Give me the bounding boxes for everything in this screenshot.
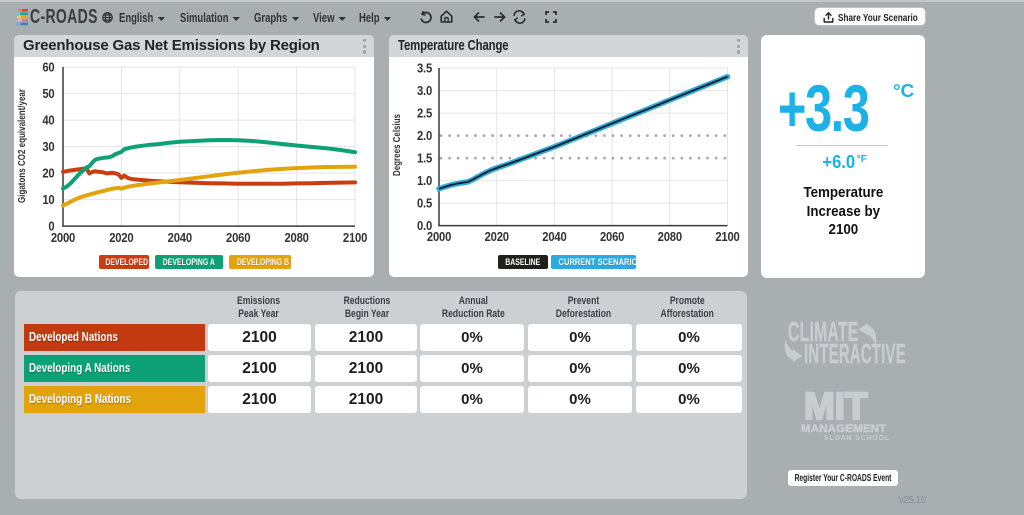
svg-text:2000: 2000: [51, 230, 76, 245]
svg-text:2060: 2060: [600, 229, 625, 244]
svg-text:2.0: 2.0: [417, 128, 433, 143]
svg-text:2080: 2080: [284, 230, 309, 245]
svg-text:2100: 2100: [715, 229, 740, 244]
svg-text:3.5: 3.5: [417, 61, 433, 76]
svg-text:60: 60: [42, 60, 55, 75]
svg-text:0.0: 0.0: [417, 218, 433, 233]
svg-text:0: 0: [48, 219, 55, 234]
svg-text:2100: 2100: [343, 230, 368, 245]
svg-text:2040: 2040: [542, 229, 567, 244]
svg-text:Gigatons CO2 equivalent/year: Gigatons CO2 equivalent/year: [16, 89, 28, 203]
svg-text:Degrees Celsius: Degrees Celsius: [391, 114, 403, 176]
svg-text:2.5: 2.5: [417, 106, 433, 121]
svg-text:2080: 2080: [658, 229, 683, 244]
svg-text:30: 30: [42, 139, 55, 154]
svg-text:2020: 2020: [109, 230, 134, 245]
svg-text:50: 50: [42, 86, 55, 101]
svg-text:2000: 2000: [427, 229, 452, 244]
svg-text:2020: 2020: [485, 229, 510, 244]
svg-text:40: 40: [42, 113, 55, 128]
svg-text:2060: 2060: [226, 230, 251, 245]
svg-text:0.5: 0.5: [417, 196, 433, 211]
svg-text:1.0: 1.0: [417, 173, 433, 188]
svg-text:20: 20: [42, 166, 55, 181]
svg-text:1.5: 1.5: [417, 151, 433, 166]
svg-text:10: 10: [42, 192, 55, 207]
svg-text:2040: 2040: [168, 230, 193, 245]
svg-text:3.0: 3.0: [417, 83, 433, 98]
